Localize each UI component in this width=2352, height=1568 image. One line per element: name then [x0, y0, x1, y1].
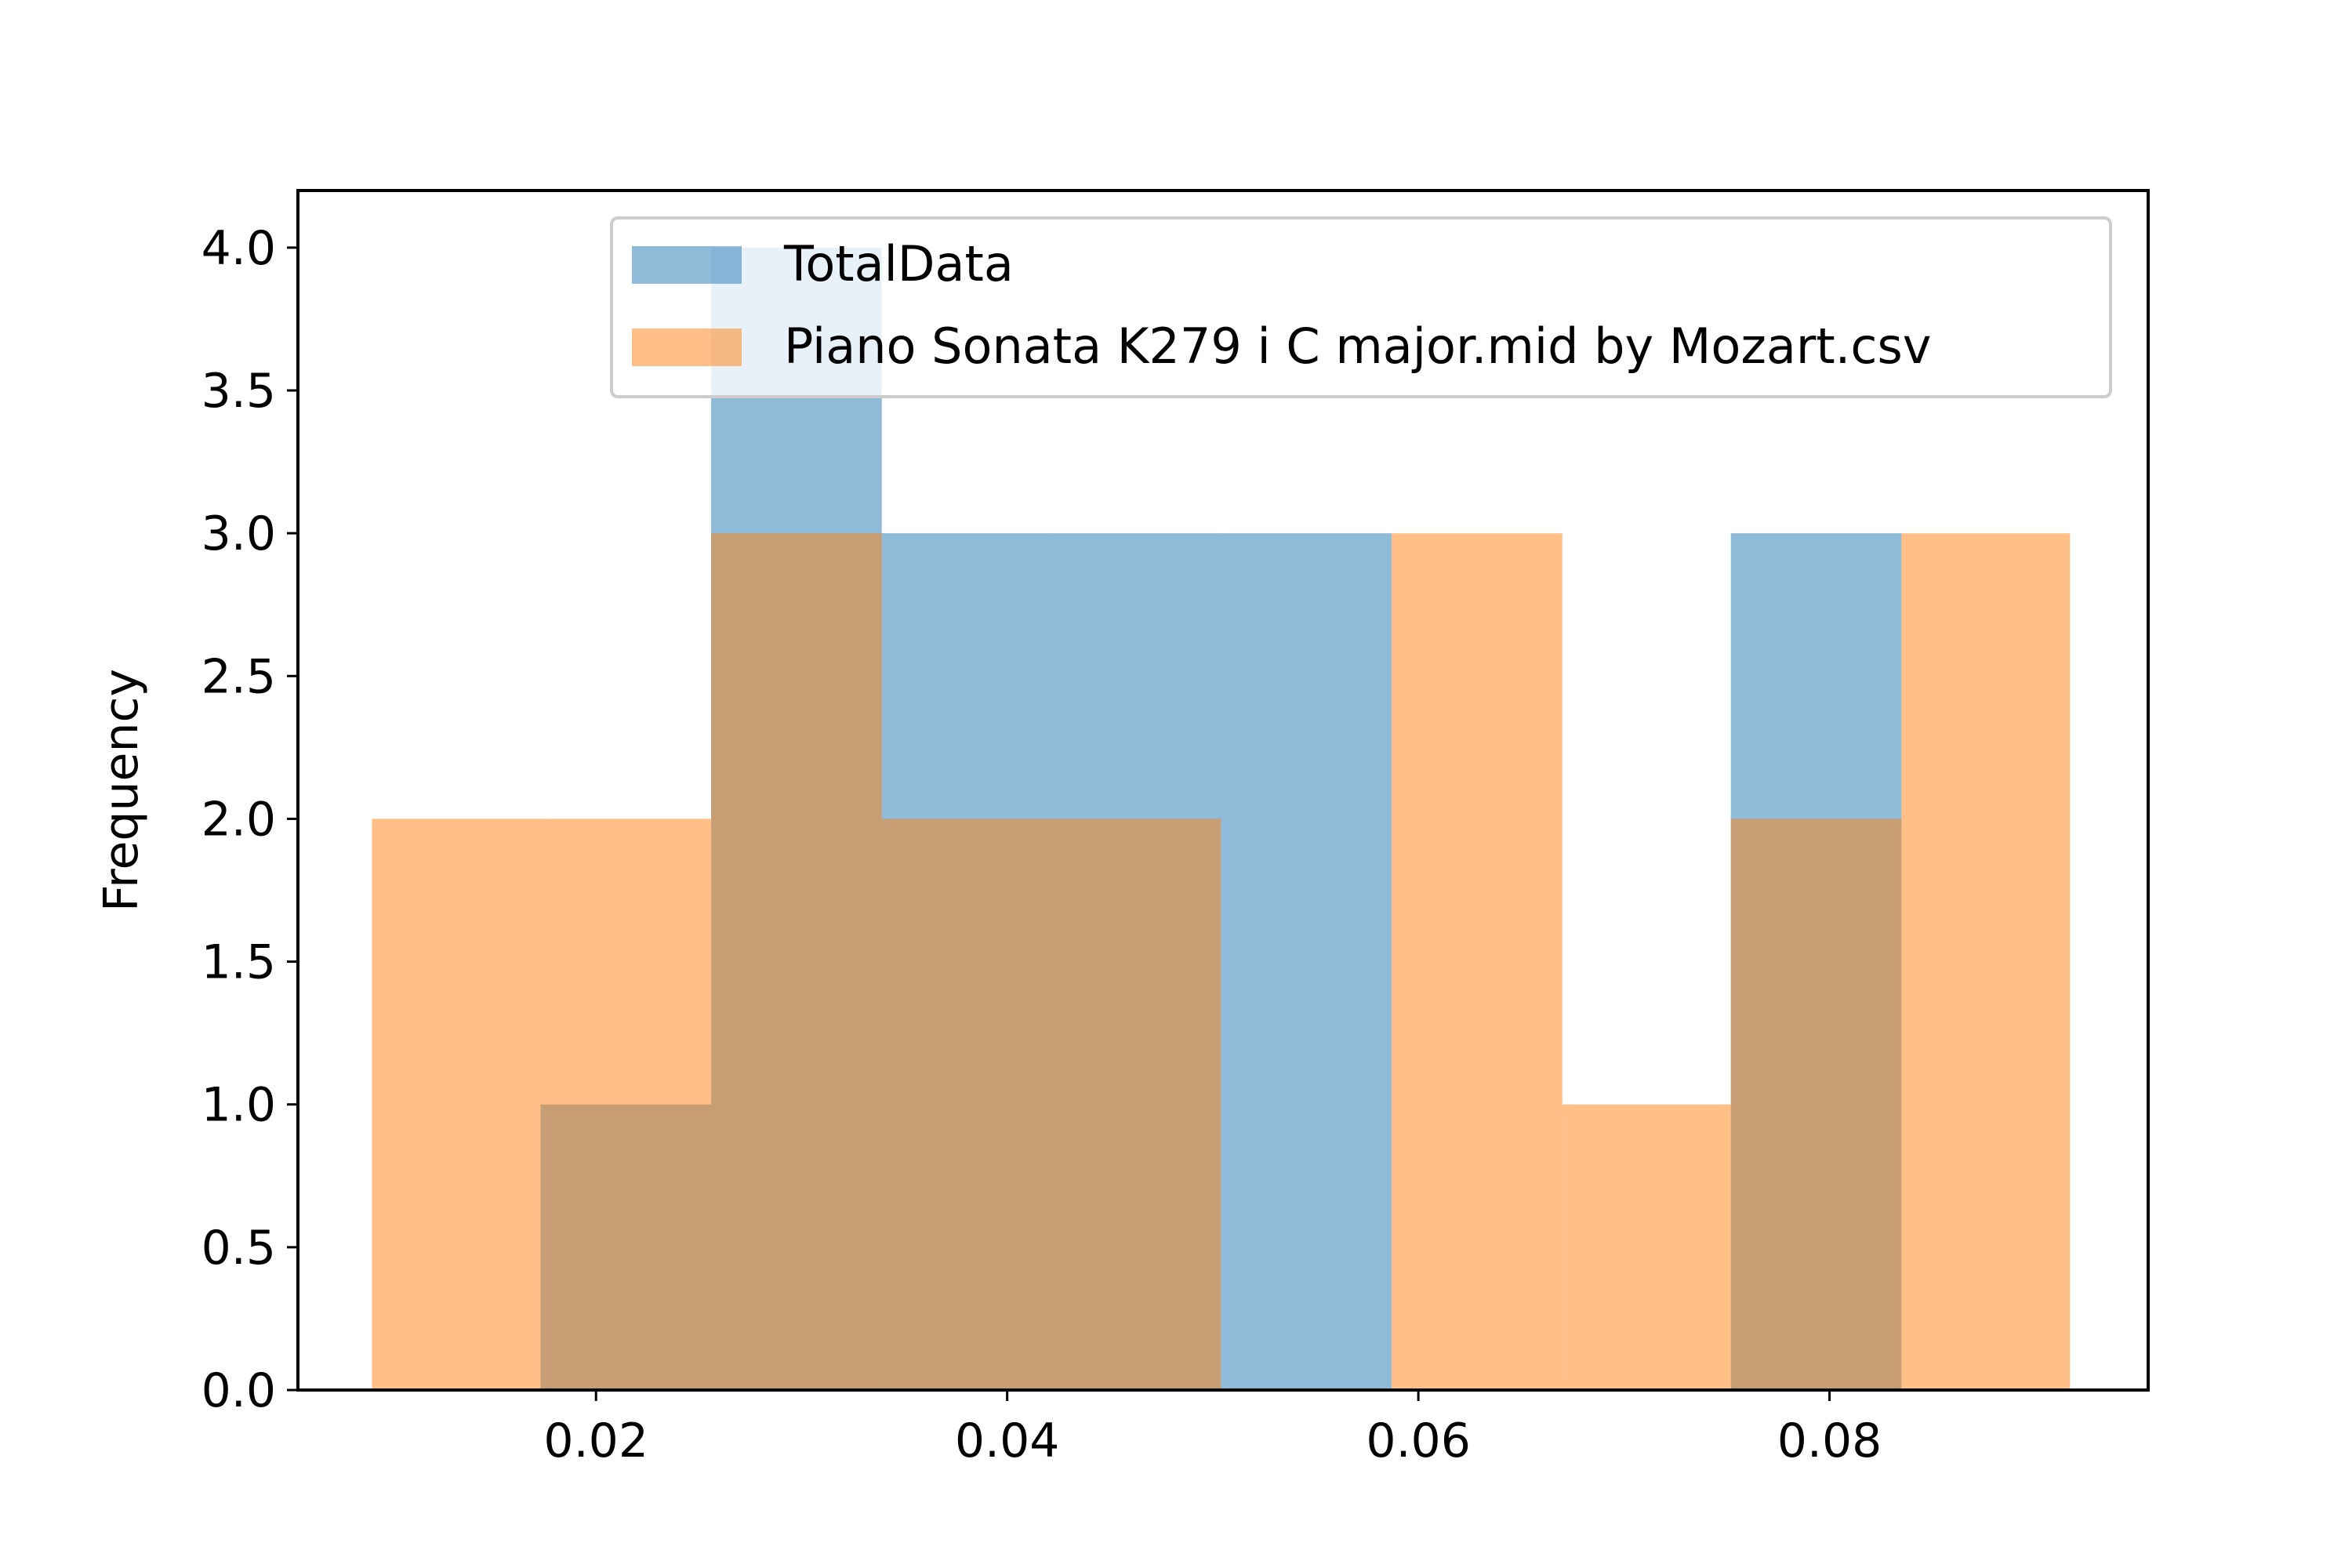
plot-area-frame [296, 189, 2150, 1392]
bar-series1-bin6 [1392, 533, 1563, 1391]
legend-entry-piano-sonata: Piano Sonata K279 i C major.mid by Mozar… [784, 318, 1931, 375]
x-tick-label: 0.02 [543, 1414, 648, 1468]
bar-series1-bin1 [540, 818, 712, 1390]
x-tick-label: 0.06 [1366, 1414, 1471, 1468]
bar-series1-bin9 [1901, 533, 2071, 1391]
bar-series1-bin8 [1730, 818, 1902, 1390]
y-tick-label: 1.0 [201, 1078, 276, 1133]
y-axis-label: Frequency [94, 669, 149, 912]
y-tick-label: 4.0 [201, 221, 276, 276]
y-tick-label: 0.0 [201, 1363, 276, 1418]
y-tick-label: 3.5 [201, 364, 276, 419]
y-tick-label: 0.5 [201, 1221, 276, 1276]
legend-swatch-piano-sonata [632, 328, 742, 366]
bar-series1-bin7 [1562, 1104, 1731, 1390]
legend-entry-totaldata: TotalData [783, 235, 1014, 292]
bar-series1-bin2 [711, 533, 882, 1391]
bar-series1-bin3 [881, 818, 1051, 1390]
histogram-bars [372, 247, 2071, 1391]
x-tick-label: 0.08 [1777, 1414, 1882, 1468]
y-tick-label: 1.5 [201, 935, 276, 990]
y-tick-label: 3.0 [201, 506, 276, 561]
legend-box [610, 216, 2112, 398]
y-tick-label: 2.5 [201, 649, 276, 704]
legend-swatch-totaldata [632, 246, 742, 284]
y-tick-label: 2.0 [201, 792, 276, 847]
x-tick-label: 0.04 [955, 1414, 1060, 1468]
legend: TotalData Piano Sonata K279 i C major.mi… [610, 216, 2112, 398]
x-axis: 0.02 0.04 0.06 0.08 [543, 1390, 1882, 1468]
bar-series1-bin0 [372, 818, 541, 1390]
y-axis: 0.0 0.5 1.0 1.5 2.0 2.5 3.0 3.5 4.0 [201, 221, 298, 1418]
bar-series1-bin4 [1050, 818, 1221, 1390]
bar-series0-bin4 [1221, 533, 1392, 1391]
